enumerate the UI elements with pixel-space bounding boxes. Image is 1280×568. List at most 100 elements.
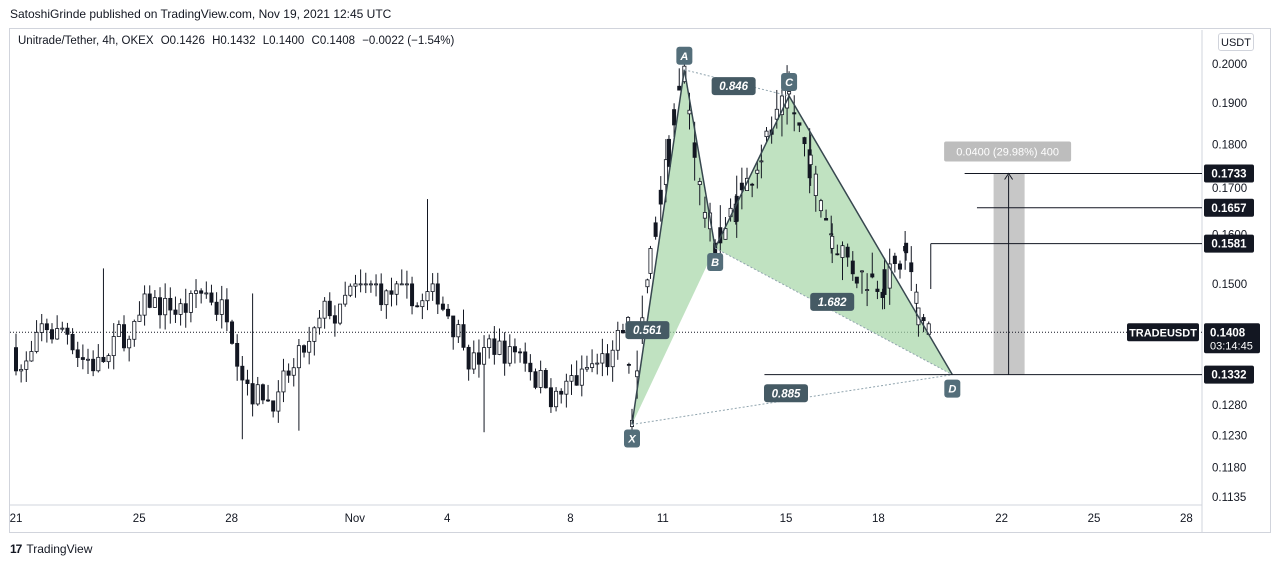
candle-down <box>435 283 440 305</box>
candle-down <box>50 329 55 340</box>
candle-down <box>739 182 744 191</box>
ratio-badge <box>810 292 855 311</box>
candle-up <box>276 391 281 412</box>
legend-open: O0.1426 <box>160 35 205 47</box>
candle-down <box>574 375 579 386</box>
candle-up <box>163 297 168 316</box>
candle-up <box>774 108 779 120</box>
candle-down <box>147 293 152 308</box>
candle-down <box>70 333 75 351</box>
candle-down <box>230 321 235 344</box>
candle-down <box>543 370 548 389</box>
candle-up <box>818 200 823 212</box>
candle-down <box>260 384 265 401</box>
price-level-tag <box>1204 234 1254 253</box>
symbol-price-tag <box>1127 323 1199 342</box>
candle-up <box>914 291 919 304</box>
time-tick-label: 11 <box>657 513 669 525</box>
time-tick-label: 28 <box>225 513 238 525</box>
price-tick-label: 0.1230 <box>1212 431 1247 443</box>
candle-up <box>111 336 116 357</box>
candle-down <box>158 297 163 316</box>
candle-up <box>420 300 425 308</box>
price-level-value: 0.1733 <box>1211 169 1246 181</box>
pattern-point-label: D <box>948 384 956 396</box>
currency-button[interactable]: USDT <box>1218 33 1254 51</box>
candle-up <box>116 324 121 337</box>
tradingview-brand[interactable]: TradingView <box>26 542 93 556</box>
time-tick-label: 18 <box>872 513 885 525</box>
candle-down <box>410 283 415 307</box>
tradingview-logo-icon[interactable]: 17 <box>10 542 22 556</box>
ratio-label: 1.682 <box>818 297 847 309</box>
price-level-value: 0.1332 <box>1211 370 1246 382</box>
candle-down <box>882 269 887 295</box>
candle-up <box>348 285 353 296</box>
candle-up <box>86 358 91 361</box>
candle-up <box>55 328 60 340</box>
bar-countdown: 03:14:45 <box>1210 340 1253 352</box>
candle-up <box>358 283 363 286</box>
candle-down <box>332 315 337 324</box>
candle-down <box>250 383 255 405</box>
candle-up <box>538 370 543 388</box>
candle-up <box>764 130 769 138</box>
candle-up <box>127 338 132 349</box>
price-tick-label: 0.1700 <box>1212 183 1247 195</box>
candle-down <box>440 303 445 310</box>
harmonic-bcd-triangle <box>715 95 953 375</box>
time-tick-label: 25 <box>133 513 146 525</box>
ratio-label: 0.846 <box>719 81 748 93</box>
candle-down <box>854 276 859 284</box>
candle-up <box>291 367 296 376</box>
candle-up <box>312 327 317 342</box>
candle-down <box>379 283 384 306</box>
price-tick-label: 0.1800 <box>1212 140 1247 152</box>
price-level-tag <box>1204 365 1254 384</box>
candle-down <box>492 338 497 355</box>
candle-down <box>835 253 840 256</box>
candle-down <box>466 346 471 370</box>
candle-down <box>626 363 631 366</box>
candle-up <box>219 299 224 315</box>
price-tick-label: 0.1180 <box>1212 462 1246 474</box>
candle-down <box>658 189 663 205</box>
leg-bc <box>714 95 790 249</box>
candle-down <box>476 352 481 365</box>
pattern-point-badge <box>676 46 693 65</box>
candle-up <box>404 283 409 286</box>
candle-down <box>892 255 897 265</box>
candle-up <box>374 283 379 286</box>
candle-down <box>13 347 18 372</box>
candle-down <box>620 329 625 334</box>
price-level-value: 0.1581 <box>1211 239 1247 251</box>
candle-down <box>91 358 96 372</box>
candle-down <box>909 262 914 273</box>
time-tick-label: 8 <box>567 513 573 525</box>
candle-down <box>80 357 85 360</box>
pattern-point-label: C <box>785 77 794 89</box>
symbol-legend: Unitrade/Tether, 4h, OKEX O0.1426 H0.143… <box>18 35 458 47</box>
legend-close: C0.1408 <box>311 35 356 47</box>
candle-up <box>887 263 892 289</box>
price-tick-label: 0.2000 <box>1212 59 1247 71</box>
candle-down <box>850 260 855 275</box>
candle-up <box>19 368 24 372</box>
time-tick-label: 15 <box>780 513 793 525</box>
candle-up <box>615 329 620 351</box>
candle-down <box>512 346 517 353</box>
candle-down <box>792 112 797 115</box>
candle-up <box>830 235 835 249</box>
candle-down <box>199 290 204 294</box>
candle-up <box>317 317 322 329</box>
candle-down <box>224 299 229 323</box>
candle-up <box>779 95 784 116</box>
candle-down <box>734 195 739 222</box>
candle-up <box>142 293 147 316</box>
legend-symbol[interactable]: Unitrade/Tether, 4h, OKEX <box>18 35 154 47</box>
candle-up <box>178 303 183 315</box>
publisher-line: SatoshiGrinde published on TradingView.c… <box>10 7 392 21</box>
time-tick-label: 28 <box>1180 513 1193 525</box>
current-price-tag <box>1204 323 1260 354</box>
